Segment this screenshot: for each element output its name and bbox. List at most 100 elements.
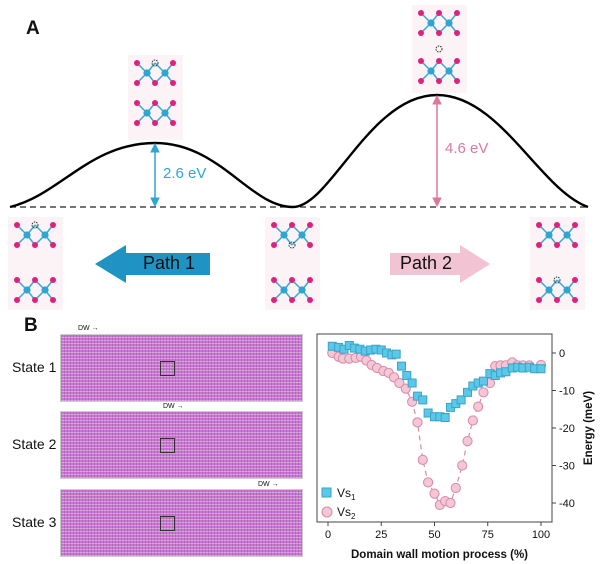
pink-atom [436,30,442,36]
pink-atom [50,242,56,248]
vs2-point [445,497,456,509]
pink-atom [454,10,460,16]
pink-atom [134,120,140,126]
arrow-right-icon: → [176,403,184,410]
pink-atom [50,222,56,228]
barrier-1-label: 2.6 eV [163,165,207,182]
pink-atom [134,100,140,106]
barrier-2-arrow [432,94,442,208]
pink-atom [536,222,542,228]
vs2-point [467,415,478,426]
vs1-point [396,361,406,371]
x-tick-label: 100 [532,529,550,541]
arrow-right-icon: → [271,481,279,488]
dw-marker-3: DW → [258,481,279,488]
pink-atom [14,277,20,283]
pink-atom [32,297,38,303]
vacancy-box [160,516,175,531]
energy-chart: 0 25 50 75 100 0 -10 -20 -30 -40 Domain wall motio… [316,333,595,561]
y-axis-label: Energy (meV) [583,391,595,465]
pink-atom [307,222,313,228]
dw-marker-1: DW → [78,325,99,332]
molecule-structure [418,10,460,84]
pink-atom [454,30,460,36]
pink-atom [536,277,542,283]
pink-atom [134,80,140,86]
pink-atom [418,10,424,16]
blue-atom [280,286,288,294]
vs1-point [463,387,473,397]
blue-atom [161,69,169,77]
pink-atom [536,297,542,303]
blue-atom [143,109,151,117]
molecule-structure [536,222,578,303]
vs1-point [478,376,488,386]
vacancy-atom [151,59,159,67]
pink-atom [307,277,313,283]
barrier-1-arrow [150,142,160,208]
blue-atom [23,231,31,239]
vacancy-box [160,361,175,376]
vacancy-atom [288,241,296,249]
energy-curve [9,93,589,209]
y-tick-label: -40 [559,498,575,510]
vs2-point [412,417,423,428]
pink-atom [554,222,560,228]
vs1-point [536,364,546,374]
vacancy-box [160,438,175,453]
pink-atom [572,277,578,283]
pink-atom [454,58,460,64]
arrow-right-icon: → [91,325,99,332]
legend-vs1-label: Vs1 [337,486,356,502]
blue-atom [545,286,553,294]
pink-atom [289,222,295,228]
legend-vs2-marker [321,506,333,518]
pink-atom [170,80,176,86]
vs1-point [402,371,412,380]
y-tick-label: -20 [559,423,575,435]
blue-atom [298,231,306,239]
pink-atom [436,58,442,64]
legend-vs1-marker [321,487,332,498]
dw-label: DW [78,325,90,332]
pink-atom [14,242,20,248]
x-tick-label: 50 [428,529,440,541]
dw-marker-2: DW → [163,403,184,410]
pink-atom [14,222,20,228]
vacancy-atom [435,45,443,53]
pink-atom [271,277,277,283]
pink-atom [572,297,578,303]
blue-atom [563,231,571,239]
vs2-point [429,488,440,499]
state-3-lattice [60,489,303,557]
pink-atom [170,120,176,126]
energy-landscape [9,93,590,283]
path-1-label: Path 1 [143,253,196,273]
dw-label: DW [258,481,270,488]
blue-atom [23,286,31,294]
pink-atom [418,58,424,64]
state-2-label: State 2 [12,436,57,452]
path-2-label: Path 2 [400,253,453,273]
pink-atom [32,242,38,248]
path-2-arrow [390,245,490,283]
vs2-point [394,377,405,389]
state-1-lattice [60,334,303,402]
molecule-structure [14,221,56,303]
vacancy-atom [31,221,39,229]
vs2-point [450,482,461,494]
pink-atom [32,277,38,283]
x-tick-label: 0 [325,529,331,541]
pink-atom [436,78,442,84]
pink-atom [572,242,578,248]
vs2-point [457,460,468,471]
pink-atom [554,242,560,248]
pink-atom [418,78,424,84]
pink-atom [134,60,140,66]
blue-atom [545,231,553,239]
vacancy-atom [553,276,561,284]
y-tick-label: -10 [559,386,575,398]
legend-subscript: 1 [351,493,356,502]
x-tick-label: 75 [482,529,494,541]
state-3-label: State 3 [12,514,57,530]
